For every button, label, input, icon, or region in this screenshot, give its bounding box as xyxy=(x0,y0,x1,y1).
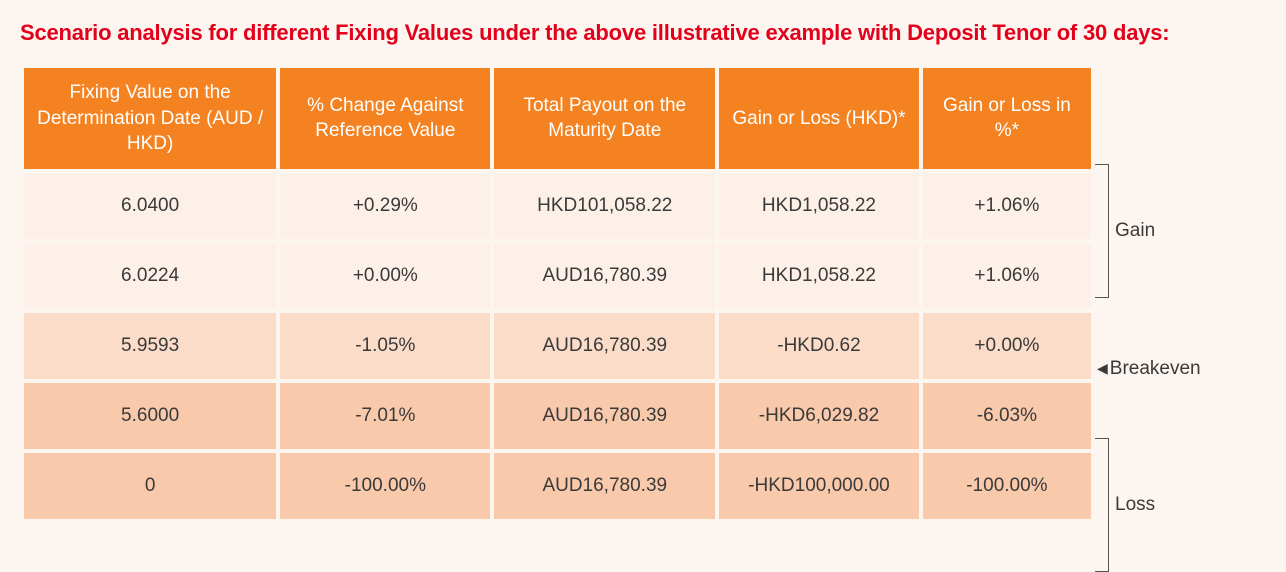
table-cell: 5.9593 xyxy=(24,313,276,379)
table-cell: 0 xyxy=(24,453,276,519)
table-cell: +1.06% xyxy=(923,243,1091,309)
table-cell: -HKD0.62 xyxy=(719,313,919,379)
table-cell: -100.00% xyxy=(280,453,490,519)
table-cell: HKD1,058.22 xyxy=(719,243,919,309)
page-title: Scenario analysis for different Fixing V… xyxy=(20,20,1266,46)
table-cell: 6.0400 xyxy=(24,173,276,239)
table-row: 0-100.00%AUD16,780.39-HKD100,000.00-100.… xyxy=(24,453,1091,519)
label-breakeven: Breakeven xyxy=(1097,358,1201,380)
col-header: Fixing Value on the Determination Date (… xyxy=(24,68,276,169)
table-cell: -6.03% xyxy=(923,383,1091,449)
col-header: Gain or Loss in %* xyxy=(923,68,1091,169)
table-cell: HKD101,058.22 xyxy=(494,173,715,239)
col-header: Total Payout on the Maturity Date xyxy=(494,68,715,169)
table-cell: +1.06% xyxy=(923,173,1091,239)
table-wrapper: Fixing Value on the Determination Date (… xyxy=(20,64,1266,523)
scenario-table: Fixing Value on the Determination Date (… xyxy=(20,64,1095,523)
row-annotations: Gain Breakeven Loss xyxy=(1095,64,1255,523)
table-cell: HKD1,058.22 xyxy=(719,173,919,239)
table-cell: +0.00% xyxy=(280,243,490,309)
table-cell: AUD16,780.39 xyxy=(494,383,715,449)
bracket-loss xyxy=(1095,438,1109,572)
table-cell: +0.29% xyxy=(280,173,490,239)
bracket-gain xyxy=(1095,164,1109,298)
table-cell: -7.01% xyxy=(280,383,490,449)
table-cell: +0.00% xyxy=(923,313,1091,379)
col-header: % Change Against Reference Value xyxy=(280,68,490,169)
col-header: Gain or Loss (HKD)* xyxy=(719,68,919,169)
table-cell: AUD16,780.39 xyxy=(494,453,715,519)
table-row: 6.0400+0.29%HKD101,058.22HKD1,058.22+1.0… xyxy=(24,173,1091,239)
table-row: 6.0224+0.00%AUD16,780.39HKD1,058.22+1.06… xyxy=(24,243,1091,309)
table-cell: -HKD6,029.82 xyxy=(719,383,919,449)
table-header-row: Fixing Value on the Determination Date (… xyxy=(24,68,1091,169)
table-cell: 6.0224 xyxy=(24,243,276,309)
table-cell: 5.6000 xyxy=(24,383,276,449)
label-gain: Gain xyxy=(1115,220,1155,242)
label-loss: Loss xyxy=(1115,494,1155,516)
table-cell: -100.00% xyxy=(923,453,1091,519)
table-cell: AUD16,780.39 xyxy=(494,243,715,309)
table-row: 5.6000-7.01%AUD16,780.39-HKD6,029.82-6.0… xyxy=(24,383,1091,449)
table-row: 5.9593-1.05%AUD16,780.39-HKD0.62+0.00% xyxy=(24,313,1091,379)
table-cell: -1.05% xyxy=(280,313,490,379)
table-cell: -HKD100,000.00 xyxy=(719,453,919,519)
table-cell: AUD16,780.39 xyxy=(494,313,715,379)
